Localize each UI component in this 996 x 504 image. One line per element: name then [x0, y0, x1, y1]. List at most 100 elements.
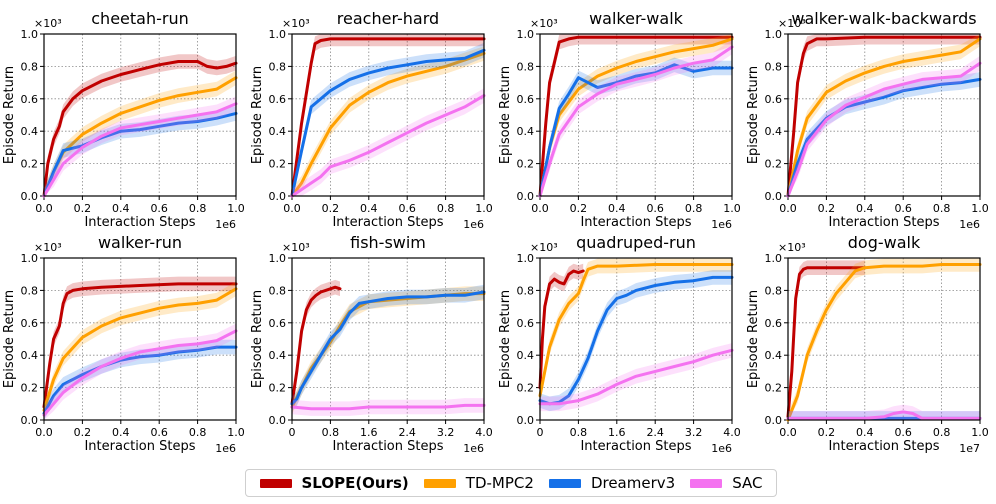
legend-swatch-tdmpc2	[423, 478, 456, 488]
y-tick-label: 0.8	[21, 60, 39, 73]
series-band-dreamerv3	[540, 57, 732, 196]
series-line-sac	[538, 348, 734, 406]
x-axis-label: Interaction Steps	[828, 439, 939, 454]
y-tick-label: 1.0	[21, 28, 39, 41]
y-multiplier: ×10³	[778, 17, 806, 30]
x-tick-label: 0.2	[74, 426, 92, 439]
series-line-slope-ours	[42, 282, 238, 409]
y-tick-label: 1.0	[765, 28, 783, 41]
plot-frame	[291, 257, 485, 421]
x-axis-label: Interaction Steps	[332, 439, 443, 454]
y-tick-label: 0.0	[765, 414, 783, 427]
y-tick-label: 0.4	[765, 125, 783, 138]
y-tick-label: 0.4	[517, 125, 535, 138]
x-tick-label: 0.8	[437, 202, 455, 215]
x-multiplier: 1e6	[463, 218, 484, 231]
legend-entry-slope: SLOPE(Ours)	[259, 474, 409, 492]
y-tick-label: 0.8	[517, 60, 535, 73]
series-band-sac	[44, 96, 236, 196]
chart-title: walker-walk	[589, 9, 684, 28]
legend-swatch-dreamerv3	[548, 478, 581, 488]
x-tick-label: 0.4	[608, 202, 626, 215]
x-tick-label: 0.8	[570, 426, 588, 439]
chart-title: reacher-hard	[337, 9, 439, 28]
chart-title: quadruped-run	[576, 233, 696, 252]
chart-title: cheetah-run	[91, 9, 188, 28]
series-band-slope-ours	[44, 54, 236, 196]
x-tick-label: 0.2	[322, 202, 340, 215]
x-tick-label: 0.8	[933, 426, 951, 439]
y-tick-label: 0.8	[765, 60, 783, 73]
y-tick-label: 1.0	[765, 252, 783, 265]
y-tick-label: 0.4	[765, 349, 783, 362]
x-tick-label: 0.6	[646, 202, 664, 215]
chart-dog-walk: 0.0 0.2 0.4 0.6 0.8 1.0 0.0 0.2 0.4 0.6 0.8 1.0 dog-…	[746, 233, 989, 455]
x-tick-label: 0.4	[112, 426, 130, 439]
x-tick-label: 0.0	[531, 202, 549, 215]
series-band-td-mpc2	[44, 281, 236, 418]
x-axis-label: Interaction Steps	[84, 215, 195, 230]
y-multiplier: ×10³	[34, 17, 62, 30]
x-axis-label: Interaction Steps	[580, 439, 691, 454]
series-line-sac	[786, 410, 982, 420]
y-tick-label: 0.2	[269, 382, 287, 395]
series-line-slope-ours	[290, 37, 486, 198]
series-band-td-mpc2	[788, 258, 980, 420]
x-tick-label: 0.4	[856, 202, 874, 215]
y-tick-label: 0.6	[21, 317, 39, 330]
plot-frame	[43, 33, 237, 197]
series-line-sac	[786, 61, 982, 198]
series-band-sac	[788, 404, 980, 420]
plot-frame	[291, 33, 485, 197]
y-tick-label: 1.0	[269, 28, 287, 41]
y-tick-label: 0.8	[269, 284, 287, 297]
series-band-sac	[788, 55, 980, 197]
x-tick-label: 0.8	[189, 202, 207, 215]
series-line-dreamerv3	[42, 111, 238, 198]
y-tick-label: 0.4	[21, 125, 39, 138]
x-tick-label: 3.2	[685, 426, 703, 439]
y-tick-label: 0.8	[269, 60, 287, 73]
x-tick-label: 2.4	[646, 426, 664, 439]
y-tick-label: 0.2	[765, 382, 783, 395]
y-tick-label: 0.8	[517, 284, 535, 297]
y-tick-label: 0.4	[269, 349, 287, 362]
series-line-dreamerv3	[538, 63, 734, 198]
y-tick-label: 1.0	[517, 252, 535, 265]
plot-frame	[787, 257, 981, 421]
x-multiplier: 1e6	[215, 442, 236, 455]
series-line-td-mpc2	[290, 51, 486, 198]
y-tick-label: 0.0	[269, 190, 287, 203]
x-tick-label: 0.0	[35, 426, 53, 439]
x-tick-label: 1.0	[971, 426, 989, 439]
series-line-slope-ours	[538, 269, 585, 390]
y-tick-label: 0.6	[269, 317, 287, 330]
y-axis-label: Episode Return	[2, 66, 17, 164]
x-tick-label: 4.0	[723, 426, 741, 439]
series-line-sac	[42, 102, 238, 198]
x-axis-label: Interaction Steps	[84, 439, 195, 454]
legend-label-dreamerv3: Dreamerv3	[590, 474, 676, 492]
legend-entry-sac: SAC	[690, 474, 762, 492]
x-tick-label: 4.0	[475, 426, 493, 439]
chart-title: walker-walk-backwards	[791, 9, 976, 28]
y-tick-label: 1.0	[269, 252, 287, 265]
series-band-slope-ours	[788, 34, 980, 196]
x-tick-label: 0.4	[360, 202, 378, 215]
y-multiplier: ×10³	[530, 241, 558, 254]
series-band-dreamerv3	[44, 106, 236, 196]
x-tick-label: 0.6	[150, 202, 168, 215]
series-line-sac	[290, 403, 486, 411]
y-tick-label: 0.6	[21, 93, 39, 106]
y-tick-label: 0.2	[21, 158, 39, 171]
plot-frame	[539, 257, 733, 421]
y-tick-label: 0.6	[269, 93, 287, 106]
x-tick-label: 0.6	[398, 202, 416, 215]
y-tick-label: 0.0	[517, 414, 535, 427]
series-line-dreamerv3	[786, 77, 982, 198]
chart-cheetah-run: 0.0 0.2 0.4 0.6 0.8 1.0 0.0 0.2 0.4 0.6 0.8 1.0 chee…	[2, 9, 245, 231]
chart-title: walker-run	[98, 233, 182, 252]
chart-fish-swim: 0 0.8 1.6 2.4 3.2 4.0 0.0 0.2 0.4 0.6 0.8 1.0 fish-s…	[250, 233, 493, 455]
series-line-slope-ours	[538, 35, 734, 198]
y-axis-label: Episode Return	[498, 290, 513, 388]
